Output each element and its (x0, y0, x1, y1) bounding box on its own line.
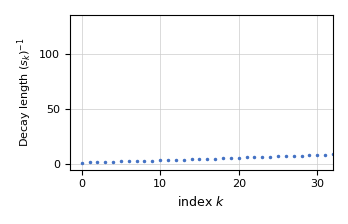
X-axis label: index $k$: index $k$ (177, 195, 226, 209)
Y-axis label: Decay length $(s_k)^{-1}$: Decay length $(s_k)^{-1}$ (15, 38, 34, 147)
